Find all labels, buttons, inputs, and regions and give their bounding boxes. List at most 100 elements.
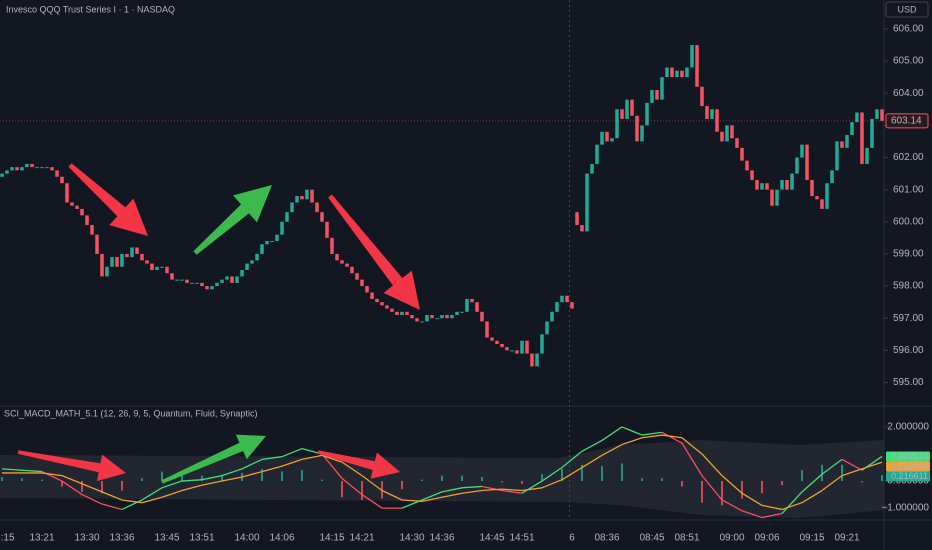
histogram-bar <box>801 470 803 482</box>
indicator-line-segment <box>81 483 103 493</box>
histogram-bar <box>61 481 63 487</box>
x-tick-label: 14:30 <box>399 533 424 544</box>
candle <box>365 286 369 293</box>
y-tick-label: 606.00 <box>893 24 924 35</box>
candle <box>245 263 249 270</box>
currency-button[interactable] <box>885 1 929 18</box>
candle <box>10 167 14 171</box>
candle <box>50 167 54 171</box>
x-tick-label: 14:36 <box>429 533 454 544</box>
candle <box>180 279 184 281</box>
candle <box>280 221 284 235</box>
indicator-line-segment <box>321 454 343 463</box>
candle <box>130 247 134 258</box>
indicator-line-segment <box>541 479 563 489</box>
indicator-line-segment <box>281 458 303 467</box>
x-tick-label: 13:21 <box>29 533 54 544</box>
candle <box>425 315 429 322</box>
indicator-line-segment <box>341 461 363 477</box>
candle <box>210 286 214 290</box>
candle <box>550 311 554 322</box>
currency-label[interactable]: USD <box>897 4 917 14</box>
candle <box>175 279 179 281</box>
histogram-bar <box>581 464 583 482</box>
candle <box>585 173 589 232</box>
candle <box>625 99 629 119</box>
y-tick-label: 595.00 <box>893 377 924 388</box>
indicator-line-segment <box>401 499 423 502</box>
candle <box>60 176 64 184</box>
y-tick-label: 605.00 <box>893 56 924 67</box>
candle <box>125 253 129 258</box>
candle <box>615 109 619 139</box>
indicator-line-segment <box>141 487 163 501</box>
candle <box>875 109 879 119</box>
histogram-bar <box>461 475 463 482</box>
candle <box>95 234 99 254</box>
candle <box>815 196 819 200</box>
candle <box>590 163 594 174</box>
y-tick-label: 599.00 <box>893 249 924 260</box>
candle <box>795 157 799 174</box>
candle <box>730 125 734 139</box>
candle <box>750 170 754 180</box>
x-tick-label: 14:00 <box>234 533 259 544</box>
indicator-line-segment <box>281 447 303 458</box>
candle <box>185 279 189 283</box>
x-tick-label: 08:51 <box>674 533 699 544</box>
candle <box>620 109 624 119</box>
candle <box>710 109 714 119</box>
candle <box>150 263 154 270</box>
indicator-line-segment <box>801 489 823 504</box>
candle <box>770 189 774 206</box>
candle <box>670 67 674 78</box>
x-tick-label: 09:21 <box>834 533 859 544</box>
candle <box>495 340 499 344</box>
candle <box>645 102 649 126</box>
annotation-arrow <box>68 163 148 236</box>
x-tick-label: 08:36 <box>594 533 619 544</box>
candle <box>580 225 584 232</box>
value-label: 0.692899 <box>890 461 928 471</box>
indicator-line-segment <box>81 493 103 505</box>
x-tick-label: 09:15 <box>799 533 824 544</box>
candle <box>295 196 299 203</box>
histogram-bar <box>521 481 523 484</box>
candle <box>450 315 454 319</box>
candle <box>145 260 149 264</box>
histogram-bar <box>1 476 3 482</box>
candle <box>650 90 654 103</box>
x-tick-label: 14:45 <box>479 533 504 544</box>
annotation-arrow <box>161 434 266 484</box>
indicator-line-segment <box>821 475 843 492</box>
candle <box>75 205 79 209</box>
y-tick-label: 597.00 <box>893 313 924 324</box>
indicator-line-segment <box>601 443 623 456</box>
candle <box>775 189 779 206</box>
indicator-line-segment <box>541 466 563 482</box>
indicator-line-segment <box>741 510 763 519</box>
indicator-line-segment <box>181 484 203 492</box>
indicator-line-segment <box>241 470 263 478</box>
histogram-bar <box>701 481 703 503</box>
histogram-bar <box>721 481 723 506</box>
indicator-line-segment <box>821 458 843 475</box>
candle <box>560 295 564 303</box>
histogram-bar <box>201 475 203 482</box>
candle <box>455 311 459 315</box>
candle <box>390 308 394 312</box>
candle <box>190 282 194 284</box>
indicator-line-segment <box>501 488 523 492</box>
indicator-line-segment <box>621 437 643 446</box>
candle <box>275 234 279 242</box>
histogram-bar <box>301 470 303 482</box>
indicator-line-segment <box>701 475 723 501</box>
candle <box>765 183 769 190</box>
histogram-bar <box>841 464 843 482</box>
candle <box>610 138 614 142</box>
y-tick-label: 604.00 <box>893 88 924 99</box>
candle <box>195 282 199 284</box>
candle <box>320 212 324 222</box>
candle <box>80 208 84 216</box>
